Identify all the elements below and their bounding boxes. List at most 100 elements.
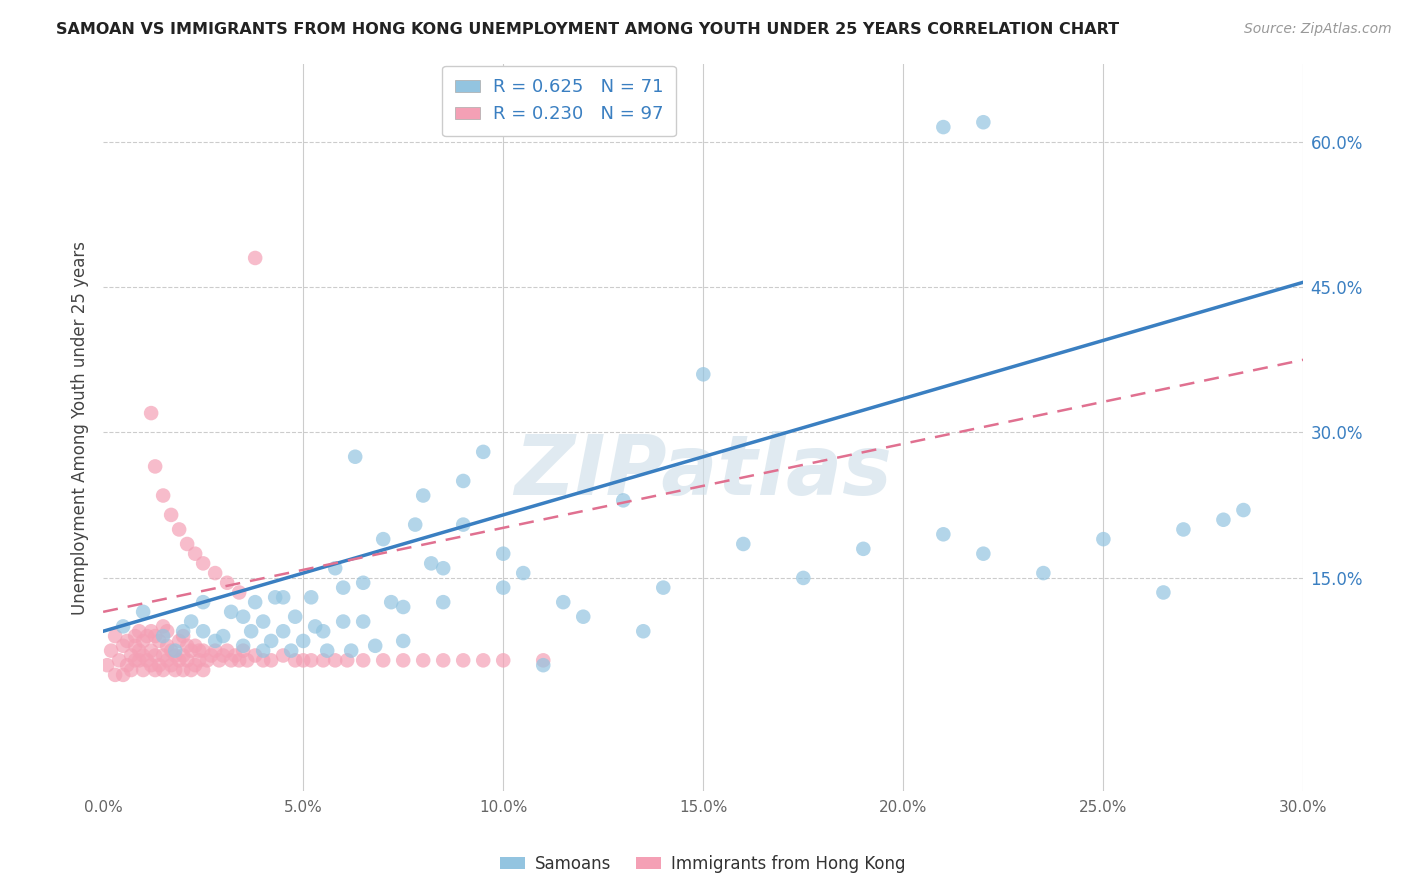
Point bbox=[136, 629, 159, 643]
Point bbox=[156, 624, 179, 639]
Point bbox=[531, 658, 554, 673]
Point bbox=[432, 561, 454, 575]
Point bbox=[124, 639, 146, 653]
Point bbox=[612, 493, 634, 508]
Point bbox=[432, 595, 454, 609]
Point bbox=[232, 609, 254, 624]
Point bbox=[373, 653, 395, 667]
Point bbox=[260, 653, 283, 667]
Point bbox=[392, 653, 415, 667]
Point bbox=[224, 648, 246, 663]
Point bbox=[340, 643, 363, 657]
Point bbox=[184, 639, 207, 653]
Point bbox=[932, 527, 955, 541]
Point bbox=[972, 115, 994, 129]
Point bbox=[451, 474, 474, 488]
Point bbox=[167, 634, 190, 648]
Point bbox=[451, 517, 474, 532]
Point bbox=[217, 643, 239, 657]
Point bbox=[180, 663, 202, 677]
Point bbox=[152, 489, 174, 503]
Point bbox=[219, 605, 242, 619]
Point bbox=[172, 648, 194, 663]
Point bbox=[323, 653, 346, 667]
Point bbox=[128, 624, 150, 639]
Point bbox=[572, 609, 595, 624]
Point bbox=[352, 615, 374, 629]
Point bbox=[1092, 532, 1115, 546]
Point bbox=[176, 653, 198, 667]
Point bbox=[180, 643, 202, 657]
Point bbox=[165, 643, 187, 657]
Point bbox=[404, 517, 426, 532]
Point bbox=[492, 547, 515, 561]
Point bbox=[120, 663, 142, 677]
Point bbox=[100, 643, 122, 657]
Point bbox=[304, 619, 326, 633]
Point bbox=[852, 541, 875, 556]
Point bbox=[271, 591, 294, 605]
Point bbox=[243, 251, 266, 265]
Point bbox=[284, 653, 307, 667]
Point bbox=[271, 624, 294, 639]
Point bbox=[124, 629, 146, 643]
Point bbox=[217, 575, 239, 590]
Point bbox=[132, 663, 155, 677]
Point bbox=[332, 615, 354, 629]
Point bbox=[132, 634, 155, 648]
Point bbox=[236, 653, 259, 667]
Point bbox=[243, 595, 266, 609]
Point bbox=[176, 639, 198, 653]
Point bbox=[492, 581, 515, 595]
Point bbox=[299, 591, 322, 605]
Point bbox=[143, 648, 166, 663]
Point bbox=[1232, 503, 1254, 517]
Point bbox=[1032, 566, 1054, 580]
Point bbox=[160, 658, 183, 673]
Point bbox=[136, 653, 159, 667]
Point bbox=[132, 648, 155, 663]
Point bbox=[167, 653, 190, 667]
Point bbox=[512, 566, 534, 580]
Point bbox=[472, 445, 495, 459]
Point bbox=[132, 605, 155, 619]
Point bbox=[128, 643, 150, 657]
Point bbox=[176, 537, 198, 551]
Legend: Samoans, Immigrants from Hong Kong: Samoans, Immigrants from Hong Kong bbox=[494, 848, 912, 880]
Point bbox=[184, 658, 207, 673]
Point bbox=[292, 653, 315, 667]
Point bbox=[165, 663, 187, 677]
Point bbox=[195, 653, 218, 667]
Point bbox=[228, 585, 250, 599]
Point bbox=[260, 634, 283, 648]
Point bbox=[104, 629, 127, 643]
Point bbox=[128, 653, 150, 667]
Point bbox=[188, 653, 211, 667]
Point bbox=[792, 571, 814, 585]
Point bbox=[112, 619, 135, 633]
Point bbox=[96, 658, 118, 673]
Point bbox=[188, 643, 211, 657]
Point bbox=[156, 639, 179, 653]
Point bbox=[191, 624, 214, 639]
Point bbox=[352, 575, 374, 590]
Point bbox=[104, 668, 127, 682]
Point bbox=[432, 653, 454, 667]
Point bbox=[139, 624, 162, 639]
Point bbox=[932, 120, 955, 134]
Point bbox=[451, 653, 474, 667]
Point bbox=[972, 547, 994, 561]
Point bbox=[165, 648, 187, 663]
Point bbox=[120, 648, 142, 663]
Point bbox=[152, 619, 174, 633]
Point bbox=[412, 489, 434, 503]
Point bbox=[412, 653, 434, 667]
Y-axis label: Unemployment Among Youth under 25 years: Unemployment Among Youth under 25 years bbox=[72, 241, 89, 615]
Legend: R = 0.625   N = 71, R = 0.230   N = 97: R = 0.625 N = 71, R = 0.230 N = 97 bbox=[443, 66, 676, 136]
Point bbox=[124, 653, 146, 667]
Point bbox=[252, 643, 274, 657]
Point bbox=[160, 508, 183, 522]
Point bbox=[492, 653, 515, 667]
Point bbox=[204, 634, 226, 648]
Point bbox=[553, 595, 575, 609]
